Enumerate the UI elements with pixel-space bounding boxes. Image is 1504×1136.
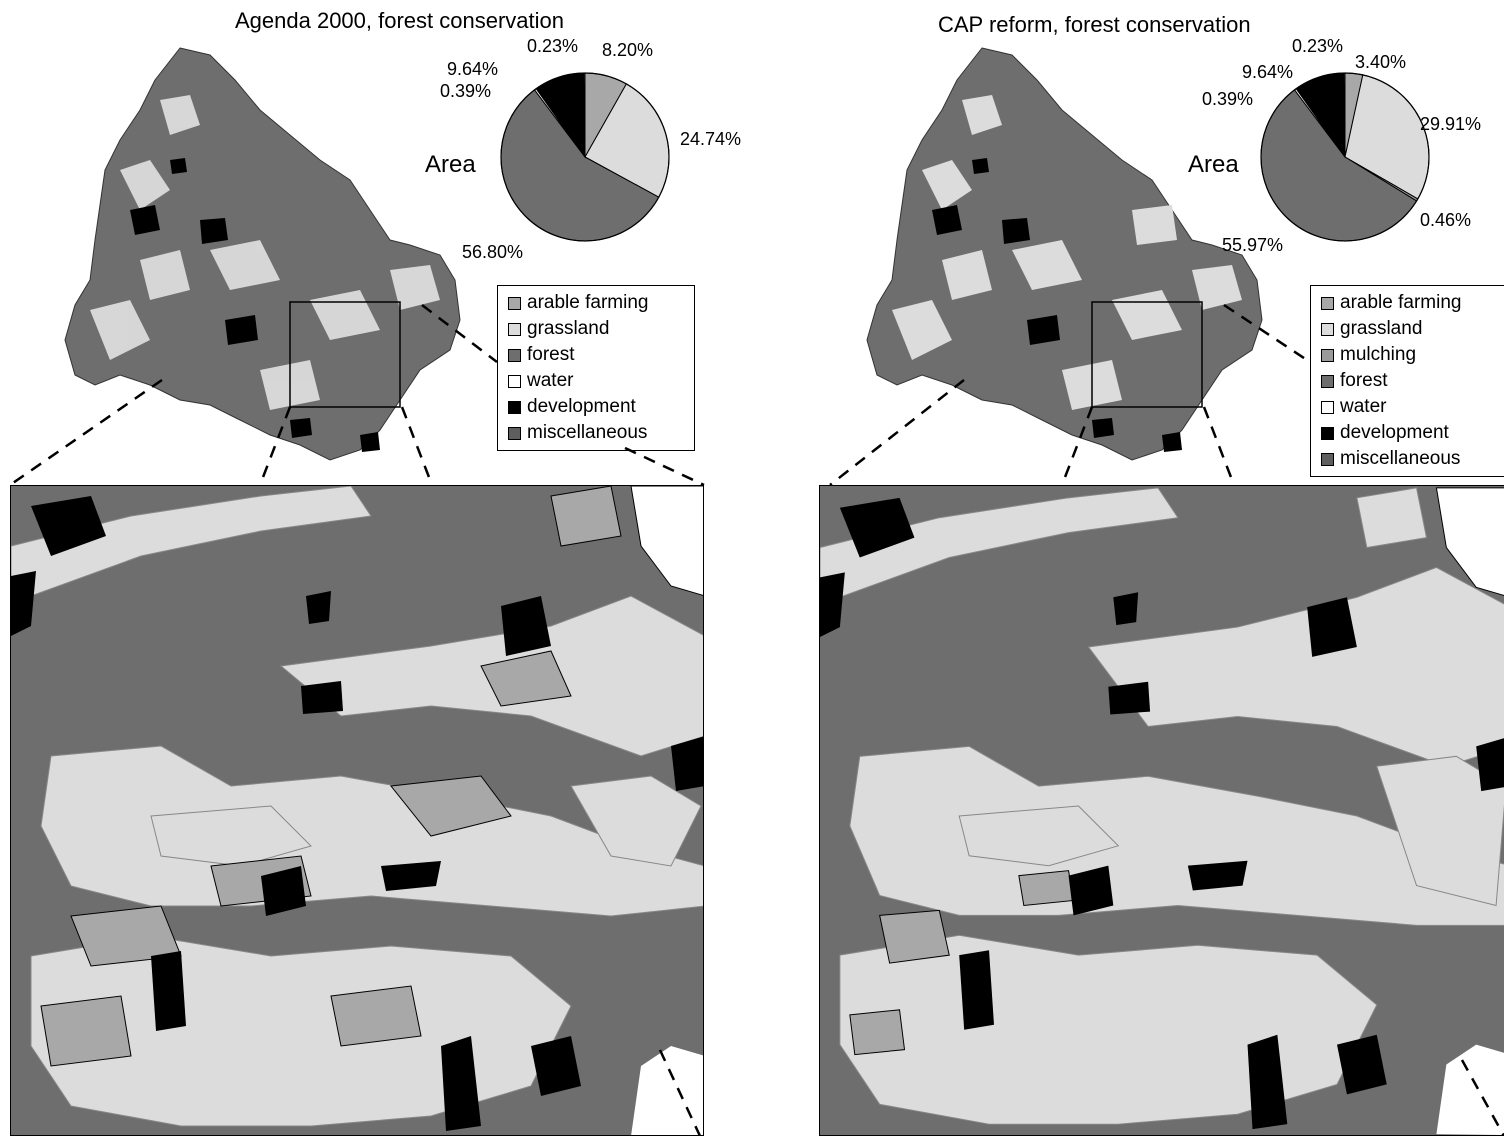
swatch-development	[508, 400, 521, 414]
legend-item-water: water	[508, 368, 686, 394]
pie-data-label: 24.74%	[680, 129, 741, 149]
pie-data-label: 0.39%	[440, 81, 491, 101]
legend-label: miscellaneous	[1340, 448, 1461, 469]
legend-label: development	[527, 396, 636, 417]
overview-map	[866, 47, 1263, 461]
legend-label: arable farming	[527, 292, 649, 313]
pie-chart-agenda: Area 8.20% 24.74% 56.80% 0.39% 9.64% 0.23%	[0, 0, 752, 300]
pie-svg-0: Area 8.20% 24.74% 56.80% 0.39%9.64% 0.23%	[425, 36, 741, 262]
legend: arable farming grassland forest water de…	[497, 285, 695, 451]
legend-item-forest: forest	[1321, 368, 1504, 394]
detail-map	[10, 485, 704, 1136]
pie-outline	[1260, 72, 1430, 242]
legend: arable farming grassland mulching forest…	[1310, 285, 1504, 477]
pie-data-label: 55.97%	[1222, 235, 1283, 255]
legend-label: water	[527, 370, 574, 391]
pie-svg-1: Area 3.40% 29.91% 0.46% 55.97% 0.39% 9.64% 0.2…	[1188, 36, 1481, 255]
pie-data-label: 0.23%	[1292, 36, 1343, 56]
detail-map	[819, 485, 1504, 1136]
swatch-forest	[508, 348, 521, 362]
pie-data-label: 9.64%	[447, 59, 498, 79]
legend-item-forest: forest	[508, 342, 686, 368]
swatch-forest	[1321, 374, 1334, 388]
pie-data-label: 0.46%	[1420, 210, 1471, 230]
swatch-miscellaneous	[1321, 452, 1334, 466]
legend-item-water: water	[1321, 394, 1504, 420]
pie-data-label: 9.64%	[1242, 62, 1293, 82]
swatch-arable	[1321, 296, 1334, 310]
panel-title: Agenda 2000, forest conservation	[235, 8, 565, 33]
overview-map	[64, 47, 461, 461]
pie-data-label: 3.40%	[1355, 52, 1406, 72]
pie-area-label: Area	[1188, 151, 1239, 178]
pie-data-label: 0.39%	[1202, 89, 1253, 109]
legend-item-arable: arable farming	[508, 290, 686, 316]
pie-outline	[500, 72, 670, 242]
legend-item-miscellaneous: miscellaneous	[508, 420, 686, 446]
legend-label: forest	[1340, 370, 1388, 391]
legend-label: forest	[527, 344, 575, 365]
pie-area-label: Area	[425, 151, 476, 178]
pie-chart-cap: Area 3.40% 29.91% 0.46% 55.97% 0.39% 9.64% 0.2…	[752, 0, 1504, 300]
pie-data-label: 29.91%	[1420, 114, 1481, 134]
panel-cap-reform: CAP reform, forest conservation Area 3.4…	[752, 0, 1504, 1136]
panel-title: CAP reform, forest conservation	[938, 12, 1251, 37]
legend-item-arable: arable farming	[1321, 290, 1504, 316]
swatch-water	[508, 374, 521, 388]
swatch-development	[1321, 426, 1334, 440]
swatch-arable	[508, 296, 521, 310]
swatch-grassland	[1321, 322, 1334, 336]
pie-data-label: 8.20%	[602, 40, 653, 60]
legend-item-miscellaneous: miscellaneous	[1321, 446, 1504, 472]
detail-map-svg	[820, 487, 1504, 1135]
legend-item-grassland: grassland	[508, 316, 686, 342]
detail-map-svg	[11, 486, 703, 1135]
pie-data-label: 56.80%	[462, 242, 523, 262]
legend-label: grassland	[527, 318, 610, 339]
panel-agenda-2000: Agenda 2000, forest conservation Area 8.…	[0, 0, 752, 1136]
legend-item-development: development	[1321, 420, 1504, 446]
swatch-grassland	[508, 322, 521, 336]
legend-label: arable farming	[1340, 292, 1462, 313]
legend-label: miscellaneous	[527, 422, 648, 443]
legend-label: development	[1340, 422, 1449, 443]
legend-label: mulching	[1340, 344, 1417, 365]
legend-item-grassland: grassland	[1321, 316, 1504, 342]
legend-item-development: development	[508, 394, 686, 420]
legend-label: grassland	[1340, 318, 1423, 339]
pie-data-label: 0.23%	[527, 36, 578, 56]
legend-item-mulching: mulching	[1321, 342, 1504, 368]
swatch-mulching	[1321, 348, 1334, 362]
legend-label: water	[1340, 396, 1387, 417]
swatch-miscellaneous	[508, 426, 521, 440]
swatch-water	[1321, 400, 1334, 414]
